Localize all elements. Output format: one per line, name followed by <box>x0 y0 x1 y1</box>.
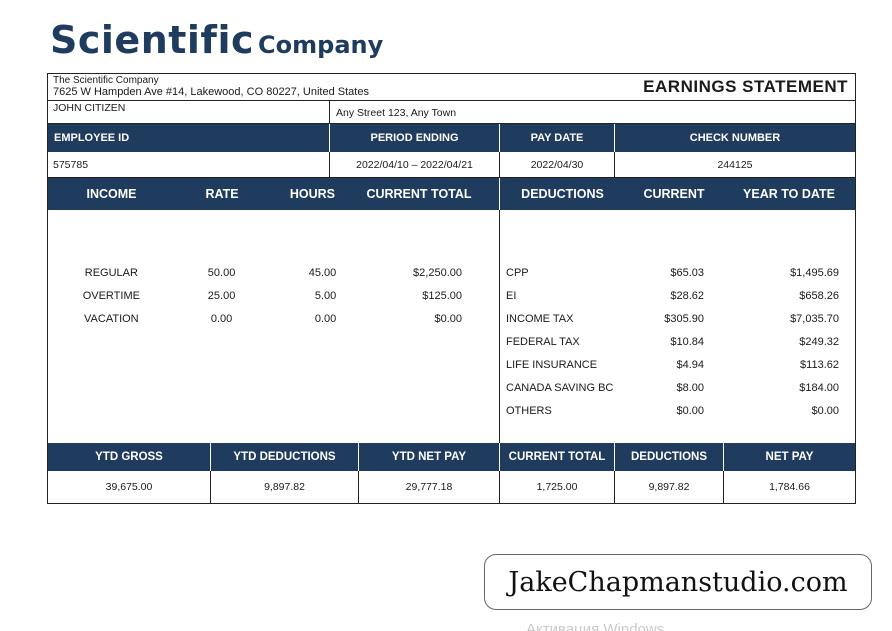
deduction-ytd: $658.26 <box>799 289 839 302</box>
earnings-body: REGULAR 50.00 45.00 $2,250.00 OVERTIME 2… <box>48 210 855 443</box>
income-row: VACATION 0.00 0.00 $0.00 <box>48 307 499 330</box>
deduction-ytd: $0.00 <box>811 404 839 417</box>
ytd-gross-value: 39,675.00 <box>48 471 211 503</box>
deduction-row: CPP $65.03 $1,495.69 <box>500 261 855 284</box>
deduction-current: $10.84 <box>670 335 704 348</box>
income-hours: 5.00 <box>314 289 337 302</box>
company-name: The Scientific Company <box>53 75 159 86</box>
deduction-row: LIFE INSURANCE $4.94 $113.62 <box>500 353 855 376</box>
current-total-label: CURRENT TOTAL <box>500 443 615 471</box>
income-hours: 45.00 <box>308 266 337 279</box>
income-total: $125.00 <box>422 289 462 302</box>
pay-date-value: 2022/04/30 <box>500 152 615 177</box>
net-pay-label: NET PAY <box>765 451 814 463</box>
period-ending-label: PERIOD ENDING <box>330 124 500 152</box>
income-rate: 50.00 <box>207 266 236 279</box>
deductions-table: CPP $65.03 $1,495.69 EI $28.62 $658.26 I… <box>500 210 855 443</box>
employee-row: JOHN CITIZEN Any Street 123, Any Town <box>48 101 855 124</box>
ytd-deductions-label: YTD DEDUCTIONS <box>211 443 359 471</box>
deduction-row: CANADA SAVING BC $8.00 $184.00 <box>500 376 855 399</box>
deduction-current: $8.00 <box>676 381 704 394</box>
deduction-current: $4.94 <box>676 358 704 371</box>
summary-header-row: YTD GROSS YTD DEDUCTIONS YTD NET PAY CUR… <box>48 443 855 471</box>
windows-activation-notice: Активация Windows <box>526 621 665 631</box>
employee-id-label: EMPLOYEE ID <box>48 124 330 152</box>
deduction-ytd: $249.32 <box>799 335 839 348</box>
ytd-deductions-value: 9,897.82 <box>211 471 359 503</box>
deduction-name: OTHERS <box>506 404 552 417</box>
rate-header: RATE <box>205 187 239 201</box>
deduction-name: FEDERAL TAX <box>506 335 580 348</box>
company-address: 7625 W Hampden Ave #14, Lakewood, CO 802… <box>53 86 369 98</box>
income-name: OVERTIME <box>82 289 140 302</box>
deduction-row: EI $28.62 $658.26 <box>500 284 855 307</box>
net-pay-value: 1,784.66 <box>769 481 810 493</box>
deduction-name: LIFE INSURANCE <box>506 358 598 371</box>
deduction-ytd: $113.62 <box>800 358 839 371</box>
deduction-row: FEDERAL TAX $10.84 $249.32 <box>500 330 855 353</box>
deduction-current: $65.03 <box>670 266 704 279</box>
employee-name: JOHN CITIZEN <box>48 101 330 123</box>
check-number-label: CHECK NUMBER <box>689 132 781 144</box>
logo-word-scientific: Scientific <box>50 18 255 62</box>
deduction-name: CPP <box>506 266 529 279</box>
deduction-ytd: $7,035.70 <box>790 312 839 325</box>
deduction-current: $305.90 <box>664 312 704 325</box>
check-number-value: 244125 <box>717 158 753 171</box>
income-row: REGULAR 50.00 45.00 $2,250.00 <box>48 261 499 284</box>
income-row: OVERTIME 25.00 5.00 $125.00 <box>48 284 499 307</box>
income-name: VACATION <box>84 312 139 325</box>
income-rate: 0.00 <box>210 312 233 325</box>
income-rate: 25.00 <box>207 289 236 302</box>
current-total-header: CURRENT TOTAL <box>339 178 500 210</box>
ytd-net-pay-value: 29,777.18 <box>359 471 500 503</box>
id-header-row: EMPLOYEE ID PERIOD ENDING PAY DATE CHECK… <box>48 124 855 152</box>
deduction-ytd: $184.00 <box>799 381 839 394</box>
employee-address: Any Street 123, Any Town <box>336 107 457 119</box>
income-hours: 0.00 <box>314 312 337 325</box>
deduction-ytd: $1,495.69 <box>790 266 839 279</box>
watermark-badge: JakeChapmanstudio.com <box>484 554 872 610</box>
income-header: INCOME <box>86 187 137 201</box>
period-ending-value: 2022/04/10 – 2022/04/21 <box>330 152 500 177</box>
deduction-name: EI <box>506 289 517 302</box>
deductions-total-value: 9,897.82 <box>615 471 724 503</box>
deduction-row: INCOME TAX $305.90 $7,035.70 <box>500 307 855 330</box>
income-total: $0.00 <box>434 312 462 325</box>
summary-values-row: 39,675.00 9,897.82 29,777.18 1,725.00 9,… <box>48 471 855 503</box>
id-values-row: 575785 2022/04/10 – 2022/04/21 2022/04/3… <box>48 152 855 178</box>
current-total-value: 1,725.00 <box>500 471 615 503</box>
deductions-total-label: DEDUCTIONS <box>615 443 724 471</box>
statement-title: EARNINGS STATEMENT <box>643 77 848 96</box>
logo-word-company: Company <box>258 31 384 59</box>
employee-id-value: 575785 <box>48 152 330 177</box>
company-logo: Scientific Company <box>50 18 383 62</box>
ytd-net-pay-label: YTD NET PAY <box>359 443 500 471</box>
deduction-current: $28.62 <box>670 289 704 302</box>
income-total: $2,250.00 <box>413 266 462 279</box>
earnings-column-header: INCOME RATE HOURS CURRENT TOTAL DEDUCTIO… <box>48 178 855 210</box>
income-table: REGULAR 50.00 45.00 $2,250.00 OVERTIME 2… <box>48 210 500 443</box>
deduction-row: OTHERS $0.00 $0.00 <box>500 399 855 422</box>
pay-date-label: PAY DATE <box>500 124 615 152</box>
ytd-gross-label: YTD GROSS <box>48 443 211 471</box>
deduction-name: INCOME TAX <box>506 312 574 325</box>
hours-header: HOURS <box>289 187 335 201</box>
statement-header: The Scientific Company 7625 W Hampden Av… <box>48 74 855 101</box>
income-name: REGULAR <box>84 266 138 279</box>
deductions-header: DEDUCTIONS <box>521 187 604 201</box>
deduction-name: CANADA SAVING BC <box>506 381 614 394</box>
earnings-statement: The Scientific Company 7625 W Hampden Av… <box>47 73 856 504</box>
current-header: CURRENT <box>643 187 705 201</box>
year-to-date-header: YEAR TO DATE <box>743 187 835 201</box>
deduction-current: $0.00 <box>676 404 704 417</box>
